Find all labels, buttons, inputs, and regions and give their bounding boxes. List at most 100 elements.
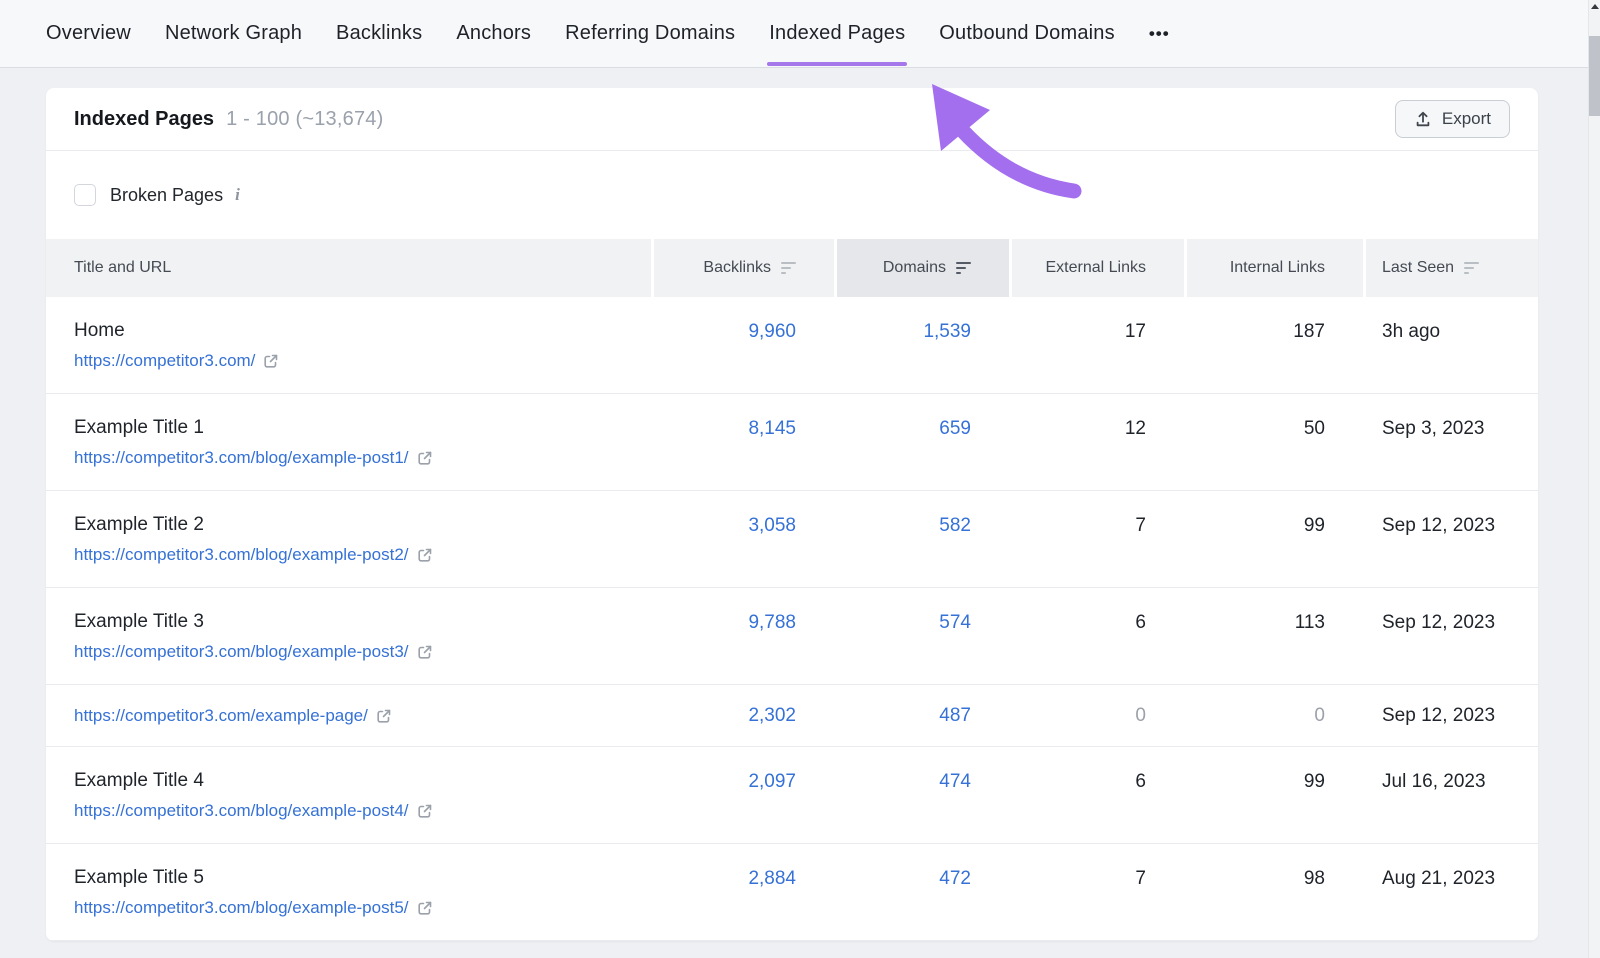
column-header-title-and-url: Title and URL [46,239,651,297]
row-external-links-count: 0 [1135,704,1146,726]
more-tabs-button[interactable]: ••• [1148,23,1170,43]
column-header-last-seen[interactable]: Last Seen [1366,239,1538,297]
row-page-url-link[interactable]: https://competitor3.com/blog/example-pos… [74,898,651,918]
column-header-label: Domains [882,259,946,276]
tab-network-graph[interactable]: Network Graph [164,22,303,44]
table-row: Home https://competitor3.com/ 9,960 1,53… [46,297,1538,394]
row-domains-count-link[interactable]: 574 [939,612,971,633]
row-last-seen-value: Jul 16, 2023 [1382,771,1486,792]
row-external-links-count: 6 [1135,771,1146,792]
row-external-links-count: 17 [1124,321,1146,342]
row-url-text: https://competitor3.com/blog/example-pos… [74,897,409,917]
scrollbar-up-arrow-icon[interactable] [1591,4,1599,9]
header-divider [46,150,1538,151]
title-and-url-cell: Example Title 3 https://competitor3.com/… [46,588,651,684]
row-domains-count-link[interactable]: 472 [939,868,971,889]
column-header-label: Title and URL [74,259,172,276]
column-header-domains[interactable]: Domains [837,239,1009,297]
row-external-links-count: 7 [1135,868,1146,889]
row-domains-count-link[interactable]: 582 [939,515,971,536]
row-url-text: https://competitor3.com/ [74,350,256,370]
row-domains-count-link[interactable]: 659 [939,418,971,439]
tab-outbound-domains[interactable]: Outbound Domains [939,22,1115,44]
row-internal-links-count: 0 [1314,704,1325,726]
row-page-title: Home [74,319,125,341]
column-header-label: Backlinks [703,259,771,276]
row-domains-count-link[interactable]: 1,539 [923,321,971,342]
table-row: Example Title 3 https://competitor3.com/… [46,588,1538,685]
row-external-links-count: 6 [1135,612,1146,633]
tab-indexed-pages[interactable]: Indexed Pages [767,0,908,67]
broken-pages-label: Broken Pages [110,184,224,205]
table-row: https://competitor3.com/example-page/ 2,… [46,685,1538,747]
row-page-url-link[interactable]: https://competitor3.com/blog/example-pos… [74,801,651,821]
row-internal-links-count: 50 [1303,418,1325,439]
table-row: Example Title 1 https://competitor3.com/… [46,394,1538,491]
title-and-url-cell: Example Title 5 https://competitor3.com/… [46,844,651,940]
row-last-seen-value: 3h ago [1382,321,1441,342]
external-link-icon [377,709,391,723]
row-url-text: https://competitor3.com/blog/example-pos… [74,544,409,564]
indexed-pages-card: Indexed Pages 1 - 100 (~13,674) Export B… [46,88,1538,941]
row-page-title: Example Title 1 [74,416,204,438]
export-button[interactable]: Export [1394,100,1510,138]
title-and-url-cell: Example Title 4 https://competitor3.com/… [46,747,651,843]
report-tabs-nav: Overview Network Graph Backlinks Anchors Ref… [0,0,1600,68]
sort-icon [1464,262,1480,274]
row-backlinks-count-link[interactable]: 9,960 [748,321,796,342]
row-page-title: Example Title 3 [74,610,204,632]
row-page-title: Example Title 4 [74,769,204,791]
row-page-url-link[interactable]: https://competitor3.com/blog/example-pos… [74,545,651,565]
row-backlinks-count-link[interactable]: 9,788 [748,612,796,633]
tab-backlinks[interactable]: Backlinks [336,22,423,44]
row-backlinks-count-link[interactable]: 2,302 [748,704,796,726]
row-internal-links-count: 187 [1293,321,1325,342]
row-last-seen-value: Aug 21, 2023 [1382,868,1496,889]
row-page-url-link[interactable]: https://competitor3.com/example-page/ [74,706,651,726]
table-header: Title and URL Backlinks Domains External Li… [46,239,1538,297]
row-backlinks-count-link[interactable]: 8,145 [748,418,796,439]
broken-pages-checkbox[interactable] [74,184,96,206]
row-page-url-link[interactable]: https://competitor3.com/blog/example-pos… [74,448,651,468]
tab-anchors[interactable]: Anchors [456,22,532,44]
card-header: Indexed Pages 1 - 100 (~13,674) Export [46,88,1538,150]
column-header-external-links: External Links [1012,239,1184,297]
external-link-icon [417,804,431,818]
row-backlinks-count-link[interactable]: 2,097 [748,771,796,792]
tab-referring-domains[interactable]: Referring Domains [565,22,736,44]
scrollbar-thumb[interactable] [1589,36,1600,116]
external-link-icon [417,451,431,465]
column-header-label: Internal Links [1229,259,1325,276]
page-content: Indexed Pages 1 - 100 (~13,674) Export B… [0,68,1600,941]
filter-row: Broken Pages i [46,151,1538,239]
page-title: Indexed Pages [74,107,215,130]
sort-icon [781,262,796,274]
row-page-url-link[interactable]: https://competitor3.com/blog/example-pos… [74,642,651,662]
row-domains-count-link[interactable]: 474 [939,771,971,792]
row-external-links-count: 12 [1124,418,1146,439]
external-link-icon [417,901,431,915]
row-backlinks-count-link[interactable]: 3,058 [748,515,796,536]
column-header-internal-links: Internal Links [1187,239,1363,297]
column-header-backlinks[interactable]: Backlinks [654,239,834,297]
row-last-seen-value: Sep 12, 2023 [1382,515,1496,536]
row-internal-links-count: 113 [1294,612,1325,633]
row-url-text: https://competitor3.com/blog/example-pos… [74,447,409,467]
row-page-title: Example Title 2 [74,513,204,535]
row-url-text: https://competitor3.com/blog/example-pos… [74,800,409,820]
row-internal-links-count: 99 [1303,515,1325,536]
vertical-scrollbar[interactable] [1588,0,1600,958]
row-internal-links-count: 99 [1303,771,1325,792]
row-page-title: Example Title 5 [74,866,204,888]
row-backlinks-count-link[interactable]: 2,884 [748,868,796,889]
external-link-icon [417,548,431,562]
external-link-icon [264,354,278,368]
row-internal-links-count: 98 [1303,868,1325,889]
tab-overview[interactable]: Overview [46,22,131,44]
info-icon[interactable]: i [235,185,240,204]
row-url-text: https://competitor3.com/blog/example-pos… [74,641,409,661]
row-domains-count-link[interactable]: 487 [939,704,971,726]
row-last-seen-value: Sep 12, 2023 [1382,612,1496,633]
row-page-url-link[interactable]: https://competitor3.com/ [74,351,651,371]
column-header-label: Last Seen [1382,259,1455,276]
